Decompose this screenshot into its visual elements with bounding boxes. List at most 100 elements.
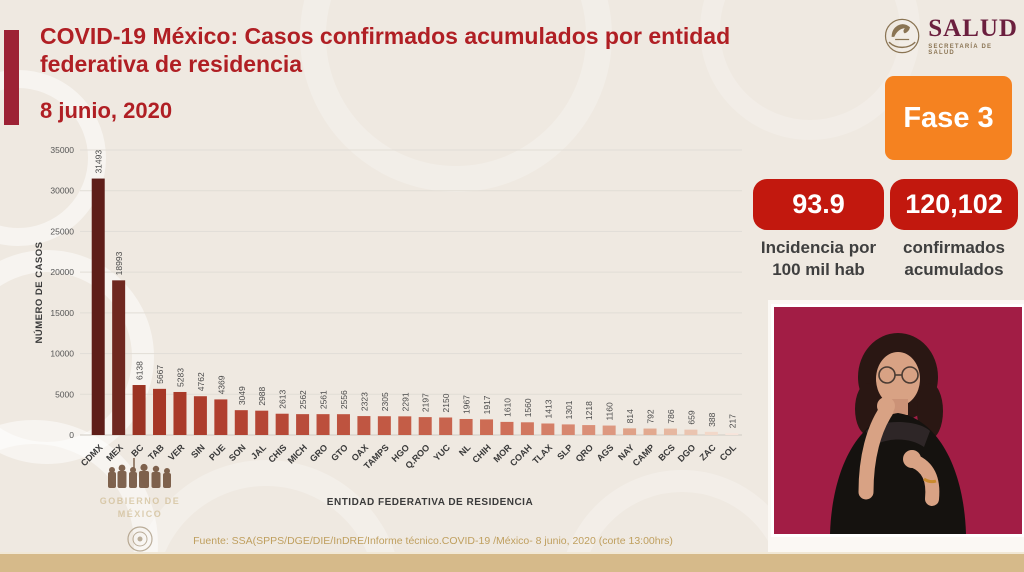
bar (623, 428, 637, 435)
confirmed-value-box: 120,102 (890, 179, 1018, 230)
bar (602, 425, 616, 435)
gobierno-watermark-text: GOBIERNO DE MÉXICO (70, 495, 210, 520)
mexico-eagle-crest-icon (884, 18, 920, 54)
x-tick-label: TLAX (531, 442, 555, 466)
bar-chart: 0 5000 10000 15000 20000 25000 30000 35000 31493… (30, 143, 745, 518)
bar (91, 178, 105, 435)
x-tick-label: GRO (308, 442, 330, 464)
seal-icon (127, 526, 153, 552)
bar (541, 423, 555, 435)
bar-value-label: 1610 (502, 398, 512, 417)
gobierno-watermark: GOBIERNO DE MÉXICO (70, 458, 210, 559)
y-axis-title: NÚMERO DE CASOS (33, 242, 45, 344)
x-tick-label: COAH (508, 442, 534, 468)
bar-value-label: 2150 (441, 393, 451, 412)
y-tick-label: 0 (69, 430, 74, 440)
confirmed-label-line1: confirmados (902, 238, 1006, 257)
x-tick-label: BCS (656, 442, 677, 463)
x-tick-label: NL (457, 442, 473, 458)
bar (357, 416, 371, 435)
bar-value-label: 1560 (523, 398, 533, 417)
bar-value-label: 2197 (421, 393, 431, 412)
x-tick-label: CHIS (266, 442, 288, 464)
bar (275, 413, 289, 435)
incidence-label-line1: Incidencia por (760, 238, 877, 257)
bar (582, 425, 596, 435)
y-tick-label: 15000 (50, 308, 74, 318)
incidence-value-box: 93.9 (753, 179, 884, 230)
bar-value-label: 5667 (155, 365, 165, 384)
bar (704, 431, 718, 435)
bar (561, 424, 575, 435)
bar (234, 410, 248, 435)
x-tick-label: COL (718, 442, 739, 463)
bar-value-label: 1413 (543, 399, 553, 418)
x-tick-label: YUC (432, 442, 453, 463)
bar-value-label: 2323 (359, 392, 369, 411)
bar (214, 399, 228, 435)
bar-value-label: 1301 (564, 400, 574, 419)
bar-value-label: 18993 (114, 251, 124, 275)
x-tick-label: SLP (555, 442, 574, 461)
title-accent-bar (4, 30, 19, 125)
bar (725, 433, 739, 435)
bar (153, 388, 167, 435)
bar (663, 428, 677, 435)
bar-value-label: 31493 (94, 150, 104, 174)
bar-value-label: 217 (727, 414, 737, 428)
footer-bar (0, 552, 1024, 572)
bar (193, 396, 207, 435)
y-tick-label: 30000 (50, 186, 74, 196)
bar-chart-svg: 0 5000 10000 15000 20000 25000 30000 35000 31493… (33, 145, 742, 508)
y-tick-label: 5000 (55, 389, 74, 399)
bar-value-label: 786 (666, 409, 676, 423)
bar-value-label: 2291 (400, 392, 410, 411)
bar-value-label: 659 (686, 410, 696, 424)
bar-value-label: 814 (625, 409, 635, 423)
sign-interpreter-figure (774, 307, 1022, 534)
phase-badge: Fase 3 (885, 76, 1012, 160)
x-axis-title: ENTIDAD FEDERATIVA DE RESIDENCIA (327, 497, 533, 508)
bar-value-label: 2562 (298, 390, 308, 409)
x-tick-label: BC (129, 442, 146, 459)
x-tick-label: SON (227, 442, 248, 463)
x-tick-label: PUE (207, 442, 227, 462)
bar-value-label: 1160 (605, 402, 615, 421)
bar-value-label: 792 (646, 409, 656, 423)
x-tick-label: GTO (329, 442, 350, 463)
bar (316, 414, 330, 435)
bar-value-label: 2988 (257, 386, 267, 405)
x-tick-label: ZAC (698, 442, 719, 463)
bar (398, 416, 412, 435)
gobierno-line1: GOBIERNO DE (99, 496, 181, 506)
x-tick-label: CAMP (631, 442, 657, 468)
bar (173, 391, 187, 435)
bar-value-label: 1917 (482, 395, 492, 414)
x-tick-label: MICH (286, 442, 309, 465)
y-tick-label: 25000 (50, 226, 74, 236)
salud-wordmark-block: SALUD SECRETARÍA DE SALUD (928, 16, 1018, 56)
sign-interpreter-video (774, 307, 1022, 534)
bar (684, 429, 698, 435)
page-title: COVID-19 México: Casos confirmados acumu… (40, 23, 731, 78)
incidence-label: Incidencia por 100 mil hab (745, 237, 892, 281)
salud-logo: SALUD SECRETARÍA DE SALUD (882, 10, 1018, 62)
confirmed-label-line2: acumulados (904, 260, 1004, 280)
bar (112, 280, 126, 435)
historic-figures-icon (108, 458, 171, 488)
bar-value-label: 4369 (216, 375, 226, 394)
bar-value-label: 2561 (319, 390, 329, 409)
bar-value-label: 3049 (237, 386, 247, 405)
x-tick-label: DGO (676, 442, 698, 464)
incidence-label-line2: 100 mil hab (772, 260, 865, 280)
gobierno-line2: MÉXICO (117, 508, 163, 519)
x-tick-label: QRO (574, 442, 596, 464)
bar-value-label: 1218 (584, 401, 594, 420)
bar-value-label: 4762 (196, 372, 206, 391)
bar (418, 417, 432, 435)
bar-value-label: 2305 (380, 392, 390, 411)
source-citation: Fuente: SSA(SPPS/DGE/DIE/InDRE/Informe t… (193, 535, 673, 547)
bar (296, 414, 310, 435)
bar-value-label: 388 (707, 412, 717, 426)
